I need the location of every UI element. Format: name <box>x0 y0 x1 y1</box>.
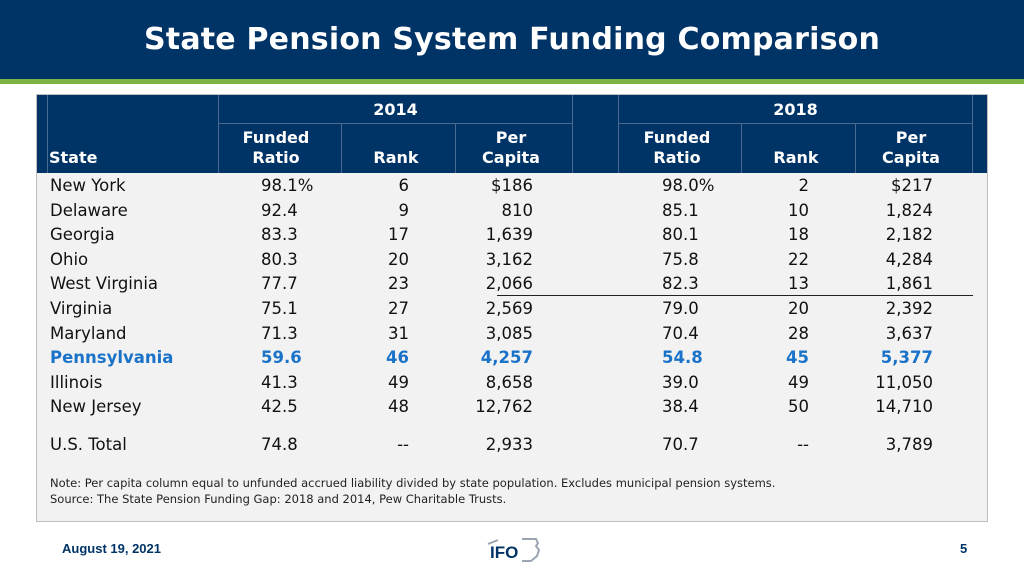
table-row-6-f14: 71.3 <box>261 323 298 343</box>
table-row-0-p14: $186 <box>491 176 533 195</box>
table-row-4-p18: 1,861 <box>885 274 933 294</box>
table-row-1-state: Delaware <box>50 200 128 220</box>
table-row-7-state: Pennsylvania <box>50 348 174 368</box>
table-row-2-f14: 83.3 <box>261 225 298 245</box>
table-header: 2014 2018 State Funded Ratio Rank Per Capi… <box>37 95 987 173</box>
table-row-0-f14: 98.1% <box>261 176 314 195</box>
table-row-4-f18: 82.3 <box>662 274 699 294</box>
per-capita-2018-header: Per Capita <box>882 128 940 167</box>
table-row-9-r18: 50 <box>788 397 809 417</box>
table-row-5-f18: 79.0 <box>662 299 699 318</box>
table-row-8-f18: 39.0 <box>662 372 699 392</box>
table-row-0-p18: $217 <box>891 176 933 195</box>
table-row-0-r18: 2 <box>798 176 810 195</box>
table-row-7-f14: 59.6 <box>261 348 302 368</box>
total-row-f18: 70.7 <box>662 435 699 454</box>
table-row-9-state: New Jersey <box>50 397 142 417</box>
table-row-8-p14: 8,658 <box>485 372 533 392</box>
funded-ratio-2018-header: Funded Ratio <box>643 128 711 167</box>
total-row-r18: -- <box>797 435 809 454</box>
table-row-9-f14: 42.5 <box>261 397 298 417</box>
table-row-8-r18: 49 <box>788 372 809 392</box>
table-row-2-p18: 2,182 <box>885 225 933 245</box>
page-title: State Pension System Funding Comparison <box>143 22 881 57</box>
title-accent-stripe <box>0 79 1024 84</box>
table-row-5-r18: 20 <box>788 299 809 318</box>
table-row-8-r14: 49 <box>388 372 409 392</box>
table-row-7-r14: 46 <box>386 348 409 368</box>
table-row-2-state: Georgia <box>50 225 115 245</box>
table-row-3-p18: 4,284 <box>885 249 933 269</box>
table-row-4-f14: 77.7 <box>261 274 298 294</box>
table-row-1-p14: 810 <box>501 200 534 220</box>
table-row-2-p14: 1,639 <box>485 225 533 245</box>
table-row-1-f18: 85.1 <box>662 200 699 220</box>
rank-2018-header: Rank <box>773 148 819 167</box>
table-row-3-r14: 20 <box>388 249 409 269</box>
table-row-3-f14: 80.3 <box>261 249 298 269</box>
funded-ratio-2014-header: Funded Ratio <box>242 128 310 167</box>
table-row-2-f18: 80.1 <box>662 225 699 245</box>
table-row-1-r14: 9 <box>398 200 410 220</box>
total-row-state: U.S. Total <box>50 435 127 454</box>
pension-table: 2014 2018 State Funded Ratio Rank Per Capi… <box>36 94 988 522</box>
table-row-9-p18: 14,710 <box>875 397 933 417</box>
table-row-3-f18: 75.8 <box>662 249 699 269</box>
table-row-1-p18: 1,824 <box>885 200 933 220</box>
ifo-logo: IFO <box>487 538 541 562</box>
table-row-7-p14: 4,257 <box>480 348 533 368</box>
state-column-header: State <box>49 148 98 167</box>
table-row-9-f18: 38.4 <box>662 397 699 417</box>
row-divider <box>497 295 973 296</box>
table-row-6-r18: 28 <box>788 323 809 343</box>
table-row-5-p18: 2,392 <box>885 299 933 318</box>
per-capita-2014-header: Per Capita <box>482 128 540 167</box>
table-row-0-f18: 98.0% <box>662 176 715 195</box>
table-source: Source: The State Pension Funding Gap: 2… <box>50 492 507 506</box>
table-row-5-f14: 75.1 <box>261 299 298 318</box>
table-row-5-r14: 27 <box>388 299 409 318</box>
year-2018-header: 2018 <box>773 100 818 119</box>
year-2014-header: 2014 <box>373 100 418 119</box>
table-row-2-r18: 18 <box>788 225 809 245</box>
total-row-p14: 2,933 <box>485 435 533 454</box>
table-row-8-state: Illinois <box>50 372 103 392</box>
total-row-f14: 74.8 <box>261 435 298 454</box>
footer-date: August 19, 2021 <box>62 541 161 556</box>
table-row-1-r18: 10 <box>788 200 809 220</box>
title-bar: State Pension System Funding Comparison <box>0 0 1024 79</box>
table-row-0-r14: 6 <box>398 176 410 195</box>
table-note: Note: Per capita column equal to unfunde… <box>50 476 776 490</box>
table-row-3-p14: 3,162 <box>485 249 533 269</box>
rank-2014-header: Rank <box>373 148 419 167</box>
table-row-6-r14: 31 <box>388 323 409 343</box>
table-row-4-r14: 23 <box>388 274 409 294</box>
table-row-5-state: Virginia <box>50 299 113 318</box>
table-row-6-f18: 70.4 <box>662 323 699 343</box>
table-row-4-state: West Virginia <box>50 274 159 294</box>
table-row-3-state: Ohio <box>50 249 89 269</box>
table-row-1-f14: 92.4 <box>261 200 298 220</box>
table-row-7-f18: 54.8 <box>662 348 703 368</box>
table-row-2-r14: 17 <box>388 225 409 245</box>
table-row-7-p18: 5,377 <box>880 348 933 368</box>
table-row-6-p14: 3,085 <box>485 323 533 343</box>
table-row-8-f14: 41.3 <box>261 372 298 392</box>
table-row-6-state: Maryland <box>50 323 127 343</box>
table-row-4-r18: 13 <box>788 274 809 294</box>
table-row-0-state: New York <box>50 176 126 195</box>
table-row-4-p14: 2,066 <box>485 274 533 294</box>
table-row-9-r14: 48 <box>388 397 409 417</box>
table-row-7-r18: 45 <box>786 348 809 368</box>
table-row-8-p18: 11,050 <box>875 372 933 392</box>
page-number: 5 <box>960 541 968 556</box>
table-row-9-p14: 12,762 <box>475 397 533 417</box>
table-row-6-p18: 3,637 <box>885 323 933 343</box>
total-row-r14: -- <box>397 435 409 454</box>
table-row-3-r18: 22 <box>788 249 809 269</box>
table-row-5-p14: 2,569 <box>485 299 533 318</box>
logo-text: IFO <box>490 543 518 562</box>
total-row-p18: 3,789 <box>885 435 933 454</box>
